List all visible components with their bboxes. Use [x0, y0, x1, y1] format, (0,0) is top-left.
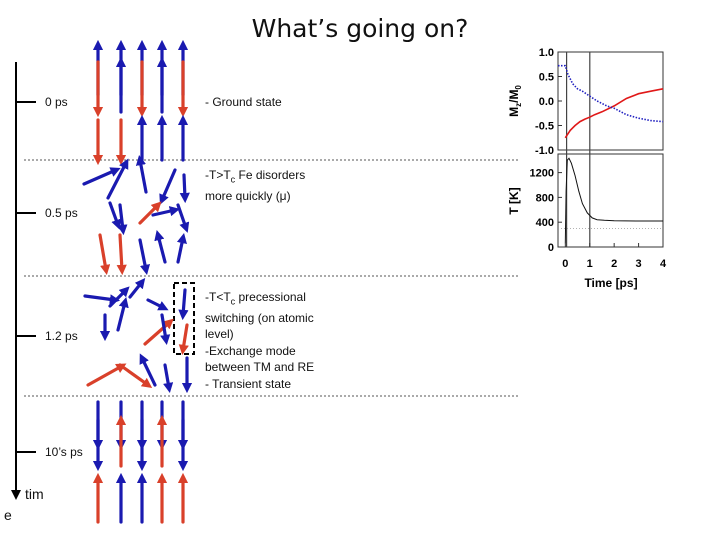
xtick-label-3: 3: [636, 258, 642, 270]
tm-spin-arrow-17: [135, 154, 148, 194]
tm-spin-arrow-15: [82, 167, 121, 186]
panel-1-ytick-label-1: 800: [536, 192, 554, 204]
bottom-ylabel: T [K]: [507, 187, 521, 214]
top-ylabel: Mz/M0: [507, 85, 523, 117]
time-label-12ps: 1.2 ps: [45, 329, 78, 343]
time-axis-arrowhead: [11, 490, 21, 500]
note-precess-line5: between TM and RE: [205, 360, 315, 375]
axis-label-time: tim: [25, 486, 44, 502]
tm-spin-arrow-21: [117, 203, 128, 236]
tm-spin-arrow-20: [108, 201, 122, 230]
tm-spin-arrow-18: [159, 168, 177, 205]
note-precess-line2: switching (on atomic: [205, 310, 314, 325]
xtick-label-0: 0: [562, 258, 568, 270]
tm-spin-arrow-38: [160, 313, 171, 346]
time-label-10ps: 10’s ps: [45, 445, 83, 459]
tm-spin-arrow-43: [163, 363, 174, 394]
re-spin-arrow-39: [178, 323, 189, 356]
time-label-0ps: 0 ps: [45, 95, 68, 109]
tm-spin-arrow-34: [178, 288, 189, 321]
panel-1-ytick-label-3: 0: [548, 242, 554, 254]
tm-spin-arrow-23: [151, 206, 180, 217]
re-spin-arrow-41: [118, 363, 153, 388]
tm-spin-arrow-27: [138, 238, 151, 276]
note-disorder-line2: more quickly (μ): [205, 188, 291, 203]
panel-0-ytick-label-1: 0.5: [539, 72, 554, 84]
xtick-label-2: 2: [611, 258, 617, 270]
x-axis-label: Time [ps]: [584, 276, 637, 290]
re-spin-arrow-22: [138, 201, 162, 225]
note-precession: -T<Tc precessional switching (on atomic …: [205, 289, 355, 392]
tm-spin-arrow-36: [116, 297, 129, 332]
note-disorder-rest: Fe disorders: [235, 168, 306, 182]
note-disorder-sub: c: [230, 174, 236, 185]
re-spin-arrow-40: [86, 363, 127, 387]
tm-spin-arrow-24: [176, 203, 190, 233]
time-label-05ps: 0.5 ps: [45, 206, 78, 220]
note-precess-line3: level): [205, 327, 234, 342]
re-spin-arrow-37: [143, 318, 174, 346]
panel-0-ytick-label-4: -1.0: [535, 145, 554, 157]
note-disorder-prefix: -T>T: [205, 168, 231, 182]
tm-spin-arrow-16: [106, 158, 129, 200]
tm-spin-arrow-30: [83, 294, 121, 305]
panel-0-series-red: [564, 88, 664, 139]
xtick-label-1: 1: [587, 258, 593, 270]
panel-0-series-blue: [558, 64, 664, 123]
re-spin-arrow-26: [116, 233, 127, 276]
note-precess-line6: - Transient state: [205, 376, 292, 391]
axis-label-time-wrap: e: [4, 507, 12, 523]
note-disorder: -T>Tc Fe disorders more quickly (μ): [205, 167, 355, 204]
tm-spin-arrow-28: [154, 230, 167, 264]
panel-bottom-frame: [557, 153, 664, 248]
note-ground-state: - Ground state: [205, 95, 282, 109]
tm-spin-arrow-19: [179, 173, 190, 204]
panel-1-ytick-label-2: 400: [536, 217, 554, 229]
tm-spin-arrow-42: [139, 353, 157, 387]
re-spin-arrow-25: [98, 233, 111, 276]
panel-0-ytick-label-0: 1.0: [539, 47, 554, 59]
magnetization-temperature-chart: Mz/M0 T [K] Time [ps] 1.0 0.5 0.0 -0.5 -1.0 1…: [507, 47, 667, 290]
note-precess-sub: c: [230, 296, 236, 307]
tm-spin-arrow-29: [176, 232, 187, 264]
tm-spin-arrow-31: [108, 286, 130, 308]
panel-0-ytick-label-2: 0.0: [539, 96, 554, 108]
note-precess-line4: -Exchange mode: [205, 343, 296, 358]
note-precess-rest: precessional: [235, 290, 306, 304]
spin-diagram: [11, 39, 520, 524]
note-precess-prefix: -T<T: [205, 290, 231, 304]
panel-1-series-black: [564, 157, 663, 244]
panel-1-ytick-label-0: 1200: [530, 168, 554, 180]
tm-spin-arrow-32: [128, 278, 146, 299]
slide-title: What’s going on?: [251, 14, 469, 43]
panel-0-ytick-label-3: -0.5: [535, 121, 554, 133]
xtick-label-4: 4: [660, 258, 667, 270]
tm-spin-arrow-33: [146, 298, 169, 311]
panel-top-frame: [557, 51, 664, 151]
